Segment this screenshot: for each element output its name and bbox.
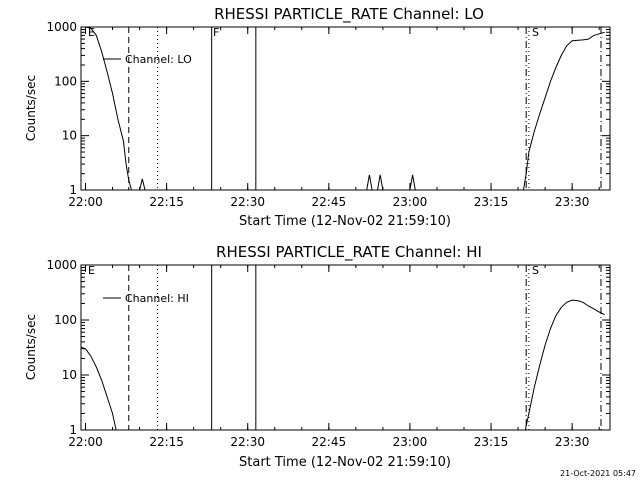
panel-hi: RHESSI PARTICLE_RATE Channel: HI Counts/… xyxy=(24,243,611,470)
x-tick-label: 22:00 xyxy=(68,435,103,449)
top-label-f-lo: F xyxy=(213,26,219,39)
y-tick-label: 1 xyxy=(69,423,77,437)
x-tick-label: 23:15 xyxy=(474,195,509,209)
generation-timestamp: 21-Oct-2021 05:47 xyxy=(560,469,636,478)
top-label-e-hi: E xyxy=(88,264,95,277)
x-axis-label-hi: Start Time (12-Nov-02 21:59:10) xyxy=(239,455,451,470)
y-axis-label-lo: Counts/sec xyxy=(24,75,38,141)
x-tick-label: 22:30 xyxy=(230,195,265,209)
y-tick-label: 1000 xyxy=(46,20,77,34)
y-tick-label: 10 xyxy=(62,129,77,143)
x-tick-label: 22:00 xyxy=(68,195,103,209)
series-line-channel-hi xyxy=(80,299,605,431)
x-tick-label: 22:15 xyxy=(149,195,184,209)
plot-frame-lo xyxy=(80,26,611,191)
y-tick-label: 1 xyxy=(69,183,77,197)
top-label-s-lo: S xyxy=(532,26,539,39)
y-tick-label: 1000 xyxy=(46,258,77,272)
chart-title-lo: RHESSI PARTICLE_RATE Channel: LO xyxy=(214,5,484,24)
legend-label-lo: Channel: LO xyxy=(125,53,192,66)
top-label-e-lo: E xyxy=(88,26,95,39)
x-tick-label: 23:00 xyxy=(393,435,428,449)
y-tick-label: 100 xyxy=(54,74,77,88)
x-tick-label: 23:30 xyxy=(555,195,590,209)
x-tick-label: 23:30 xyxy=(555,435,590,449)
x-tick-label: 22:30 xyxy=(230,435,265,449)
x-axis-label-lo: Start Time (12-Nov-02 21:59:10) xyxy=(239,214,451,229)
x-tick-label: 22:45 xyxy=(312,435,347,449)
x-tick-label: 23:15 xyxy=(474,435,509,449)
chart-title-hi: RHESSI PARTICLE_RATE Channel: HI xyxy=(216,243,482,262)
x-tick-label: 23:00 xyxy=(393,195,428,209)
series-line-channel-lo xyxy=(81,26,605,191)
y-axis-label-hi: Counts/sec xyxy=(24,314,38,380)
top-label-s-hi: S xyxy=(532,264,539,277)
x-tick-label: 22:15 xyxy=(149,435,184,449)
y-tick-label: 100 xyxy=(54,313,77,327)
y-tick-label: 10 xyxy=(62,368,77,382)
legend-label-hi: Channel: HI xyxy=(125,292,189,305)
x-tick-label: 22:45 xyxy=(312,195,347,209)
panel-lo: RHESSI PARTICLE_RATE Channel: LO Counts/… xyxy=(24,5,611,229)
